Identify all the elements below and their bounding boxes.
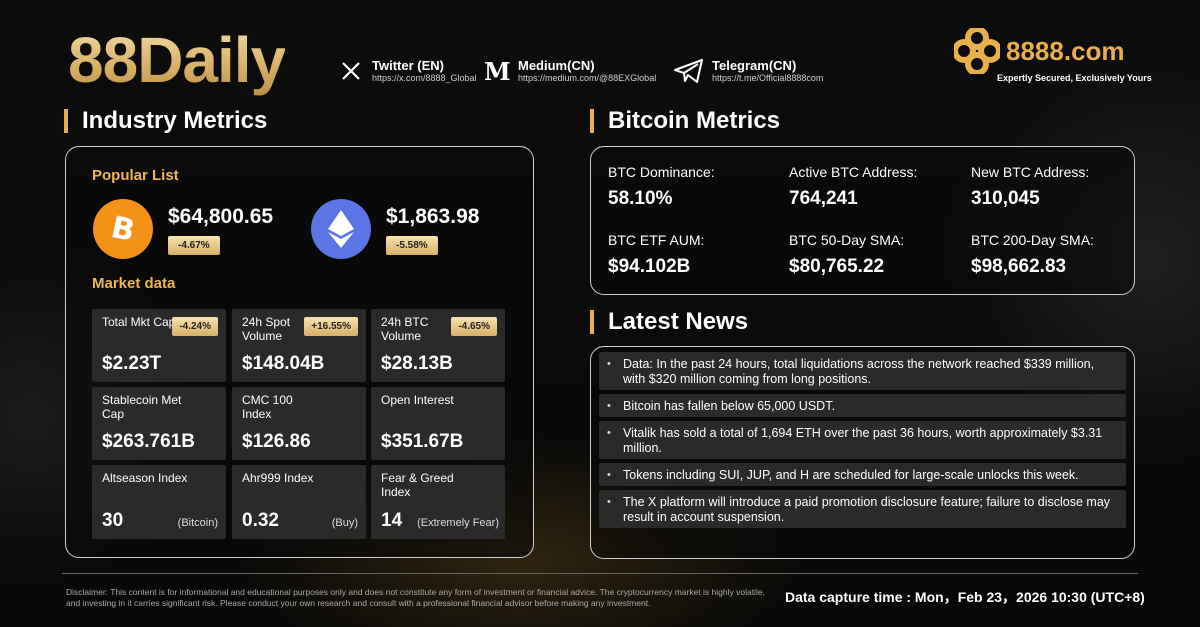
industry-panel: Popular List B $64,800.65 -4.67% $1,863.… — [65, 146, 534, 558]
btc-metric: BTC 50-Day SMA: $80,765.22 — [789, 232, 904, 278]
btc-change-badge: -4.67% — [168, 236, 220, 255]
market-cell-value: 14 — [381, 510, 403, 531]
news-item[interactable]: Bitcoin has fallen below 65,000 USDT. — [599, 394, 1126, 417]
eth-change-badge: -5.58% — [386, 236, 438, 255]
social-telegram[interactable]: Telegram(CN) https://t.me/Official8888co… — [674, 58, 823, 84]
market-cell-value: 0.32 — [242, 510, 279, 531]
btc-metric-value: $80,765.22 — [789, 256, 885, 277]
btc-metric: New BTC Address: 310,045 — [971, 164, 1089, 210]
market-cell-label: Altseason Index — [102, 471, 188, 485]
news-title: Latest News — [590, 310, 748, 334]
market-cell-note: (Buy) — [331, 517, 358, 529]
news-item[interactable]: Data: In the past 24 hours, total liquid… — [599, 352, 1126, 390]
news-item[interactable]: Tokens including SUI, JUP, and H are sch… — [599, 463, 1126, 486]
btc-metric-value: 764,241 — [789, 188, 858, 209]
medium-icon: M — [484, 58, 510, 84]
industry-title: Industry Metrics — [64, 109, 267, 133]
market-cell-label: CMC 100 Index — [242, 393, 293, 421]
market-cell-value: $126.86 — [242, 431, 311, 452]
market-cell-label: Open Interest — [381, 393, 454, 407]
btc-metric-value: 310,045 — [971, 188, 1040, 209]
btc-metric-label: BTC 200-Day SMA: — [971, 232, 1094, 248]
footer-divider — [62, 573, 1138, 574]
market-cell-label: 24h Spot Volume — [242, 315, 291, 343]
btc-metric-label: BTC ETF AUM: — [608, 232, 705, 248]
market-cell: Altseason Index 30 (Bitcoin) — [92, 465, 226, 539]
bitcoin-title: Bitcoin Metrics — [590, 109, 780, 133]
btc-metric-label: Active BTC Address: — [789, 164, 918, 180]
bitcoin-panel: BTC Dominance: 58.10% Active BTC Address… — [590, 146, 1135, 295]
brand-title: 88Daily — [68, 20, 286, 100]
market-cell-badge: -4.65% — [451, 317, 497, 336]
social-twitter[interactable]: Twitter (EN) https://x.com/8888_Global — [338, 58, 477, 84]
social-url: https://x.com/8888_Global — [372, 73, 477, 83]
btc-metric-label: BTC 50-Day SMA: — [789, 232, 905, 248]
btc-metric-label: BTC Dominance: — [608, 164, 715, 180]
market-cell-label: Fear & Greed Index — [381, 471, 454, 499]
market-cell: 24h Spot Volume +16.55% $148.04B — [232, 309, 366, 382]
social-name: Twitter (EN) — [372, 58, 444, 73]
market-cell-value: $2.23T — [102, 353, 162, 374]
brand-logo[interactable]: 8888.com — [954, 28, 1125, 74]
logo-icon — [954, 28, 1000, 74]
market-cell-value: $148.04B — [242, 353, 325, 374]
btc-metric: BTC Dominance: 58.10% — [608, 164, 715, 210]
btc-metric-value: 58.10% — [608, 188, 673, 209]
x-icon — [338, 58, 364, 84]
market-cell-label: Total Mkt Cap — [102, 315, 176, 329]
social-name: Telegram(CN) — [712, 58, 797, 73]
market-cell-label: Stablecoin Met Cap — [102, 393, 182, 421]
market-cell: CMC 100 Index $126.86 — [232, 387, 366, 460]
market-cell-note: (Extremely Fear) — [417, 517, 499, 529]
market-cell: Ahr999 Index 0.32 (Buy) — [232, 465, 366, 539]
market-cell-value: $263.761B — [102, 431, 195, 452]
ethereum-icon — [311, 199, 371, 259]
capture-time: Data capture time : Mon，Feb 23，2026 10:3… — [785, 589, 1145, 605]
svg-text:M: M — [484, 59, 510, 83]
market-cell-value: 30 — [102, 510, 124, 531]
social-name: Medium(CN) — [518, 58, 595, 73]
market-cell-note: (Bitcoin) — [177, 517, 218, 529]
telegram-icon — [674, 58, 704, 84]
news-item[interactable]: The X platform will introduce a paid pro… — [599, 490, 1126, 528]
market-cell: 24h BTC Volume -4.65% $28.13B — [371, 309, 505, 382]
btc-price: $64,800.65 — [168, 205, 274, 228]
logo-text: 8888.com — [1006, 35, 1125, 66]
market-cell: Total Mkt Cap -4.24% $2.23T — [92, 309, 226, 382]
market-cell-value: $351.67B — [381, 431, 464, 452]
bitcoin-icon: B — [93, 199, 153, 259]
btc-metric-value: $98,662.83 — [971, 256, 1067, 277]
disclaimer: Disclaimer: This content is for informat… — [66, 587, 765, 608]
market-cell: Stablecoin Met Cap $263.761B — [92, 387, 226, 460]
market-cell: Open Interest $351.67B — [371, 387, 505, 460]
market-cell-label: Ahr999 Index — [242, 471, 314, 485]
market-data-label: Market data — [92, 275, 176, 292]
tagline: Expertly Secured, Exclusively Yours — [997, 73, 1152, 83]
btc-metric: BTC ETF AUM: $94.102B — [608, 232, 704, 278]
news-item[interactable]: Vitalik has sold a total of 1,694 ETH ov… — [599, 421, 1126, 459]
market-cell-value: $28.13B — [381, 353, 453, 374]
eth-price: $1,863.98 — [386, 205, 480, 228]
btc-metric: Active BTC Address: 764,241 — [789, 164, 917, 210]
popular-list-label: Popular List — [92, 167, 179, 184]
social-medium[interactable]: M Medium(CN) https://medium.com/@88EXGlo… — [484, 58, 656, 84]
btc-metric-label: New BTC Address: — [971, 164, 1090, 180]
market-cell-badge: +16.55% — [304, 317, 358, 336]
market-cell: Fear & Greed Index 14 (Extremely Fear) — [371, 465, 505, 539]
news-panel: Data: In the past 24 hours, total liquid… — [590, 346, 1135, 559]
social-url: https://t.me/Official8888com — [712, 73, 824, 83]
market-cell-badge: -4.24% — [172, 317, 218, 336]
btc-metric-value: $94.102B — [608, 256, 691, 277]
svg-text:B: B — [108, 212, 138, 246]
market-cell-label: 24h BTC Volume — [381, 315, 429, 343]
btc-metric: BTC 200-Day SMA: $98,662.83 — [971, 232, 1094, 278]
social-url: https://medium.com/@88EXGlobal — [518, 73, 657, 83]
